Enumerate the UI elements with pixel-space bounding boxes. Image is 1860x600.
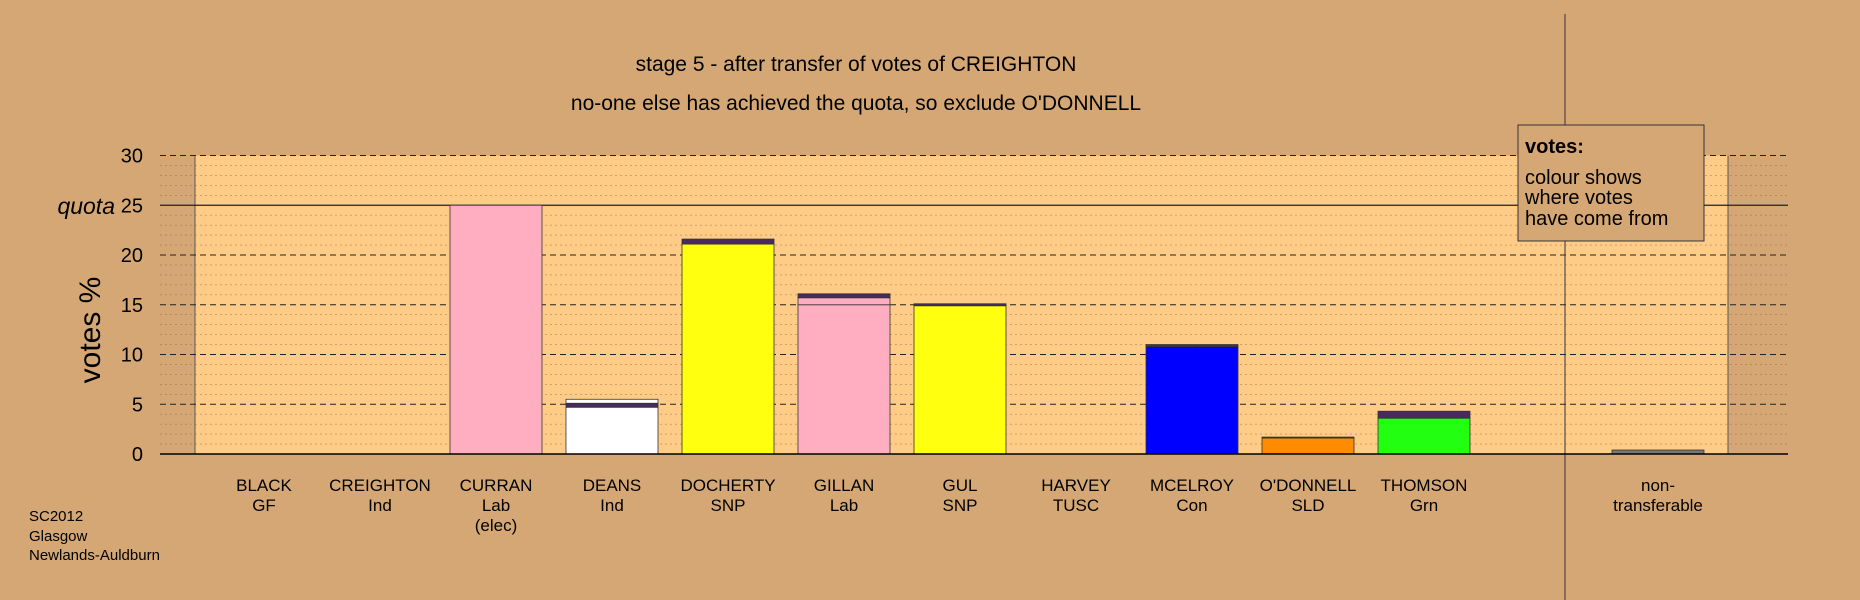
candidate-party: Con <box>1176 496 1207 515</box>
candidate-party: TUSC <box>1053 496 1099 515</box>
bar-segment <box>913 305 1007 455</box>
candidate-labels: BLACKGFCREIGHTONIndCURRANLab(elec)DEANSI… <box>236 476 1703 535</box>
candidate-name: THOMSON <box>1381 476 1468 495</box>
axis: 0 5 10 15 20 25 30 <box>121 14 1788 600</box>
bar-segment <box>797 293 891 299</box>
chart-title: stage 5 - after transfer of votes of CRE… <box>636 53 1077 76</box>
candidate-name: DOCHERTY <box>680 476 775 495</box>
bar-segment <box>797 304 891 455</box>
candidate-party: Grn <box>1410 496 1438 515</box>
plot-margin-right <box>1728 155 1788 454</box>
bar-segment <box>449 204 543 455</box>
legend-heading: votes: <box>1525 136 1584 158</box>
candidate-note: (elec) <box>475 516 518 535</box>
bar-segment <box>681 243 775 455</box>
y-axis-label: votes % <box>74 277 107 384</box>
bar-segment <box>681 238 775 245</box>
candidate-party: Ind <box>600 496 624 515</box>
candidate-name: CURRAN <box>460 476 533 495</box>
candidate-name: DEANS <box>583 476 642 495</box>
bar-segment <box>1145 346 1239 455</box>
bar-segment <box>1377 417 1471 455</box>
candidate-name: CREIGHTON <box>329 476 431 495</box>
bar-segment <box>913 303 1007 307</box>
nontransferable-label: non- <box>1641 476 1675 495</box>
chart-subtitle: no-one else has achieved the quota, so e… <box>571 92 1141 115</box>
candidate-party: GF <box>252 496 276 515</box>
bar-segment <box>1145 344 1239 347</box>
y-tick-label: 20 <box>121 245 143 267</box>
candidate-party: SNP <box>711 496 746 515</box>
candidate-party: Lab <box>482 496 510 515</box>
candidate-name: BLACK <box>236 476 292 495</box>
candidate-name: GUL <box>943 476 978 495</box>
candidate-party: SLD <box>1291 496 1324 515</box>
source-line: Glasgow <box>29 528 88 545</box>
candidate-name: O'DONNELL <box>1260 476 1357 495</box>
candidate-party: Ind <box>368 496 392 515</box>
bar-segment <box>1261 437 1355 455</box>
candidate-party: SNP <box>943 496 978 515</box>
y-tick-label: 25 <box>121 195 143 217</box>
legend-line: where votes <box>1524 187 1633 209</box>
candidate-party: Lab <box>830 496 858 515</box>
bar-segment <box>797 297 891 306</box>
candidate-name: MCELROY <box>1150 476 1234 495</box>
bar-segment <box>1377 410 1471 419</box>
bar-segment <box>565 398 659 404</box>
bar-segment <box>565 402 659 408</box>
y-tick-label: 10 <box>121 345 143 367</box>
quota-label: quota <box>57 193 115 219</box>
legend-box: votes: colour shows where votes have com… <box>1517 124 1705 242</box>
candidate-name: HARVEY <box>1041 476 1111 495</box>
candidate-name: GILLAN <box>814 476 874 495</box>
y-tick-label: 5 <box>132 394 143 416</box>
legend-line: have come from <box>1525 208 1668 230</box>
nontransferable-label: transferable <box>1613 496 1703 515</box>
source-note: SC2012 Glasgow Newlands-Auldburn <box>29 508 160 564</box>
bar-segment <box>565 406 659 455</box>
bars <box>449 204 1705 455</box>
source-line: SC2012 <box>29 508 83 525</box>
bar-segment <box>1261 436 1355 439</box>
y-tick-label: 0 <box>132 444 143 466</box>
source-line: Newlands-Auldburn <box>29 547 160 564</box>
y-tick-label: 30 <box>121 146 143 168</box>
legend-line: colour shows <box>1525 167 1642 189</box>
y-tick-label: 15 <box>121 295 143 317</box>
